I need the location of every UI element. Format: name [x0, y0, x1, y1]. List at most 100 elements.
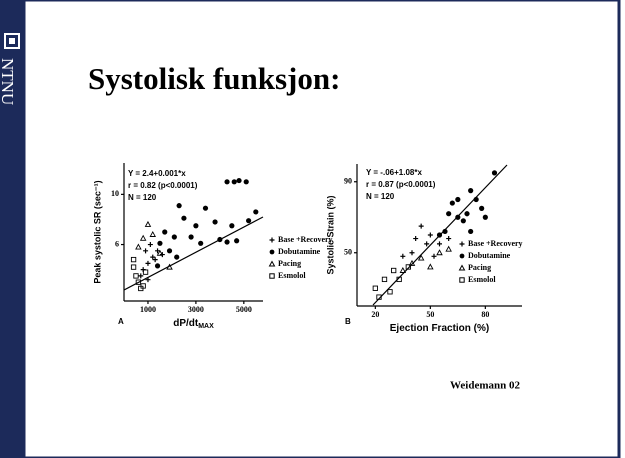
legend-label: Dobutamine: [468, 251, 511, 260]
y-tick-label: 10: [111, 189, 119, 198]
y-tick-label: 6: [115, 239, 119, 248]
point: [217, 236, 223, 243]
point: [436, 249, 443, 256]
panel-letter: A: [118, 317, 124, 326]
point: [231, 179, 237, 185]
point: [229, 223, 235, 229]
legend-label: Base +Recovery: [278, 235, 333, 244]
legend-icon: [459, 253, 465, 259]
legend-icon: [269, 249, 275, 255]
point: [234, 238, 240, 244]
x-tick-label: 50: [426, 310, 434, 319]
panel-letter: B: [345, 317, 351, 326]
point: [399, 266, 407, 273]
point: [479, 205, 485, 211]
point: [372, 285, 378, 291]
point: [139, 234, 147, 241]
x-tick-label: 5000: [236, 305, 252, 314]
x-tick-label: 80: [481, 310, 489, 319]
point: [243, 179, 249, 185]
point: [130, 256, 137, 263]
point: [224, 239, 230, 245]
point: [198, 240, 204, 246]
point: [442, 228, 448, 235]
slide-title: Systolisk funksjon:: [88, 61, 340, 96]
point: [224, 179, 230, 185]
point: [468, 188, 474, 194]
x-tick-label: 1000: [140, 305, 156, 314]
point: [449, 200, 455, 206]
point: [417, 254, 425, 261]
point: [400, 253, 406, 259]
point: [482, 214, 488, 220]
y-tick-label: 90: [344, 177, 352, 186]
point: [491, 170, 498, 176]
y-axis-label: Systolic Strain (%): [325, 195, 335, 274]
point: [381, 276, 388, 283]
point: [193, 223, 199, 229]
x-axis-label-main: Ejection Fraction (%): [390, 323, 489, 334]
point: [376, 294, 382, 300]
point: [405, 264, 411, 270]
point: [176, 203, 182, 209]
logo-mark: [4, 33, 20, 49]
point: [171, 234, 177, 240]
point: [427, 263, 434, 270]
logo-mark-inner: [9, 38, 15, 44]
point: [157, 240, 163, 246]
point: [149, 230, 157, 237]
point: [396, 276, 402, 283]
point: [408, 259, 416, 266]
point: [143, 248, 149, 254]
regression-line: [123, 216, 264, 291]
point: [212, 219, 218, 225]
legend-label: Pacing: [278, 259, 301, 268]
legend-label: Dobutamine: [278, 247, 321, 256]
annotation: N = 120: [128, 193, 157, 202]
legend-icon: [268, 260, 276, 267]
x-axis-label: Ejection Fraction (%): [390, 323, 489, 334]
point: [431, 253, 437, 259]
point: [455, 214, 461, 220]
point: [135, 243, 142, 250]
annotation: N = 120: [366, 192, 395, 201]
point: [130, 264, 137, 270]
x-axis-label-sub: MAX: [198, 323, 214, 330]
legend-icon: [269, 273, 275, 279]
legend-label: Pacing: [468, 263, 491, 272]
point: [418, 223, 424, 229]
point: [445, 245, 452, 252]
annotation: Y = -.06+1.08*x: [366, 168, 422, 177]
legend-label: Esmolol: [278, 271, 306, 280]
point: [142, 269, 149, 275]
point: [145, 260, 151, 266]
point: [188, 234, 194, 240]
point: [202, 205, 209, 211]
legend-label: Base +Recovery: [468, 239, 523, 248]
logo-text: NTNU: [0, 58, 17, 105]
point: [437, 241, 442, 247]
point: [135, 279, 142, 285]
point: [174, 254, 180, 260]
point: [391, 267, 397, 274]
legend-label: Esmolol: [468, 275, 496, 284]
y-axis-label: Peak systolic SR (sec⁻¹): [92, 180, 102, 283]
legend-icon: [459, 277, 465, 283]
point: [145, 277, 151, 283]
legend-icon: [269, 237, 275, 243]
point: [253, 209, 259, 215]
side-band: [0, 0, 24, 458]
point: [154, 263, 161, 269]
legend-icon: [458, 264, 466, 271]
point: [236, 177, 242, 184]
point: [155, 248, 161, 254]
point: [138, 273, 144, 279]
point: [150, 254, 156, 260]
point: [138, 285, 144, 292]
x-tick-label: 20: [371, 310, 379, 319]
point: [166, 248, 173, 254]
point: [427, 232, 433, 238]
slide-border: [22, 0, 621, 458]
